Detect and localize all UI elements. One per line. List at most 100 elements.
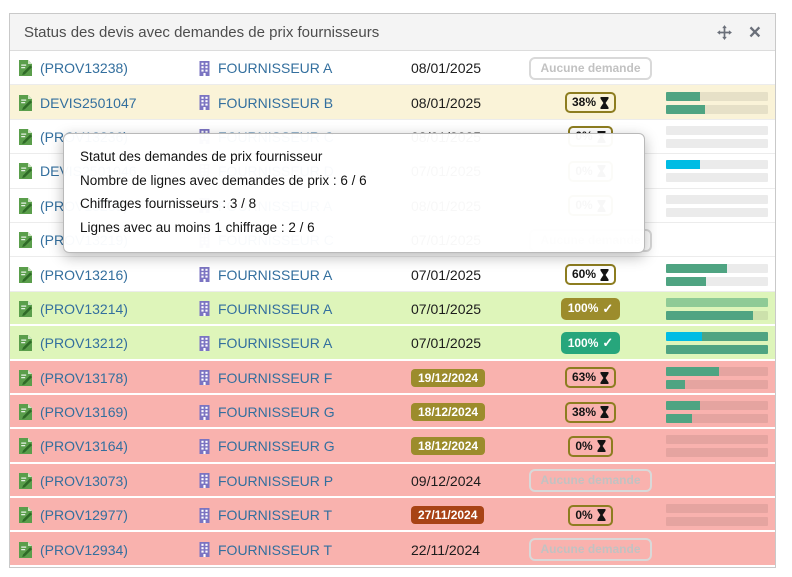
status-badge[interactable]: 60% (564, 264, 617, 286)
table-row[interactable]: (PROV13073) FOURNISSEUR P 09/12/2024 Auc… (10, 463, 775, 499)
status-badge: Aucune demande (529, 469, 652, 493)
devis-link[interactable]: (PROV13216) (40, 266, 128, 283)
widget-header: Status des devis avec demandes de prix f… (10, 14, 775, 51)
progress-bar (666, 138, 768, 148)
supplier-link[interactable]: FOURNISSEUR G (218, 438, 335, 455)
devis-link[interactable]: (PROV13178) (40, 369, 128, 386)
building-icon (199, 60, 210, 76)
building-icon (199, 267, 210, 283)
document-edit-icon (19, 266, 32, 283)
progress-bar (666, 104, 768, 114)
date-value: 09/12/2024 (411, 472, 482, 489)
progress-bar (666, 194, 768, 204)
status-badge[interactable]: 63% (564, 367, 617, 389)
supplier-link[interactable]: FOURNISSEUR A (218, 300, 333, 317)
progress-bar (666, 332, 768, 342)
date-value: 08/01/2025 (411, 94, 482, 111)
table-row[interactable]: (PROV13214) FOURNISSEUR A 07/01/2025 100… (10, 291, 775, 327)
date-badge: 27/11/2024 (411, 506, 485, 525)
supplier-link[interactable]: FOURNISSEUR A (218, 266, 333, 283)
progress-bar (666, 379, 768, 389)
devis-link[interactable]: (PROV13164) (40, 438, 128, 455)
progress-bar-segment (666, 332, 702, 342)
progress-bar-segment (666, 401, 700, 411)
building-icon (199, 507, 210, 523)
progress-bar (666, 517, 768, 527)
tooltip-line-chiffrages: Chiffrages fournisseurs : 3 / 8 (80, 196, 257, 211)
table-row[interactable]: (PROV12934) FOURNISSEUR T 22/11/2024 Auc… (10, 532, 775, 567)
hourglass-icon (600, 406, 609, 419)
document-edit-icon (19, 369, 32, 386)
building-icon (199, 404, 210, 420)
progress-bar-segment (666, 345, 768, 355)
table-row[interactable]: (PROV13216) FOURNISSEUR A 07/01/2025 60% (10, 257, 775, 292)
check-icon: ✓ (602, 335, 614, 351)
document-edit-icon (19, 300, 32, 317)
progress-bar-segment (666, 414, 692, 424)
document-edit-icon (19, 335, 32, 352)
status-badge: Aucune demande (529, 56, 652, 80)
progress-bar (666, 160, 768, 170)
status-tooltip: Statut des demandes de prix fournisseur … (63, 133, 645, 253)
supplier-link[interactable]: FOURNISSEUR T (218, 507, 333, 524)
document-edit-icon (19, 94, 32, 111)
status-badge[interactable]: 0% (568, 435, 613, 457)
building-icon (199, 335, 210, 351)
progress-bar-segment (666, 263, 728, 273)
progress-percent: 38% (571, 404, 597, 419)
document-edit-icon (19, 128, 32, 145)
supplier-link[interactable]: FOURNISSEUR B (218, 94, 334, 111)
progress-bar-segment (666, 379, 686, 389)
supplier-link[interactable]: FOURNISSEUR A (218, 335, 333, 352)
tooltip-line-demandes: Nombre de lignes avec demandes de prix :… (80, 172, 367, 188)
table-row[interactable]: (PROV13212) FOURNISSEUR A 07/01/2025 100… (10, 326, 775, 361)
progress-bar (666, 504, 768, 514)
move-icon[interactable] (716, 24, 733, 41)
status-badge[interactable]: 38% (564, 92, 617, 114)
devis-link[interactable]: (PROV12977) (40, 507, 128, 524)
devis-link[interactable]: (PROV13238) (40, 60, 128, 77)
date-value: 07/01/2025 (411, 266, 482, 283)
status-badge: Aucune demande (529, 538, 652, 562)
status-badge[interactable]: 38% (564, 401, 617, 423)
table-row[interactable]: DEVIS2501047 FOURNISSEUR B 08/01/2025 38… (10, 85, 775, 120)
close-icon[interactable]: × (748, 20, 761, 44)
table-row[interactable]: (PROV13164) FOURNISSEUR G 18/12/2024 0% (10, 429, 775, 464)
supplier-link[interactable]: FOURNISSEUR F (218, 369, 333, 386)
progress-bar (666, 207, 768, 217)
progress-bar (666, 297, 768, 307)
table-row[interactable]: (PROV13169) FOURNISSEUR G 18/12/2024 38% (10, 394, 775, 430)
tooltip-title: Statut des demandes de prix fournisseur (80, 149, 323, 164)
devis-link[interactable]: (PROV13169) (40, 404, 128, 421)
building-icon (199, 542, 210, 558)
devis-link[interactable]: (PROV13214) (40, 300, 128, 317)
document-edit-icon (19, 232, 32, 249)
devis-link[interactable]: (PROV12934) (40, 541, 128, 558)
date-value: 07/01/2025 (411, 335, 482, 352)
supplier-link[interactable]: FOURNISSEUR P (218, 472, 334, 489)
progress-bar (666, 276, 768, 286)
supplier-link[interactable]: FOURNISSEUR A (218, 60, 333, 77)
supplier-link[interactable]: FOURNISSEUR G (218, 404, 335, 421)
supplier-link[interactable]: FOURNISSEUR T (218, 541, 333, 558)
date-badge: 19/12/2024 (411, 368, 486, 387)
progress-bar-segment (666, 366, 720, 376)
progress-bar (666, 345, 768, 355)
table-row[interactable]: (PROV12977) FOURNISSEUR T 27/11/2024 0% (10, 498, 775, 533)
date-badge: 18/12/2024 (411, 437, 486, 456)
devis-link[interactable]: (PROV13073) (40, 472, 128, 489)
devis-link[interactable]: DEVIS2501047 (40, 94, 137, 111)
progress-bar-segment (666, 160, 700, 170)
date-value: 08/01/2025 (411, 60, 482, 77)
date-badge: 18/12/2024 (411, 403, 486, 422)
progress-bar (666, 310, 768, 320)
table-row[interactable]: (PROV13238) FOURNISSEUR A 08/01/2025 Auc… (10, 51, 775, 86)
progress-percent: 38% (571, 95, 597, 110)
table-row[interactable]: (PROV13178) FOURNISSEUR F 19/12/2024 63% (10, 360, 775, 395)
status-badge[interactable]: 100% ✓ (560, 297, 621, 321)
status-badge[interactable]: 0% (568, 504, 613, 526)
progress-bar-segment (666, 91, 700, 101)
devis-link[interactable]: (PROV13212) (40, 335, 128, 352)
status-badge[interactable]: 100% ✓ (560, 332, 621, 355)
progress-bar-segment (666, 276, 706, 286)
